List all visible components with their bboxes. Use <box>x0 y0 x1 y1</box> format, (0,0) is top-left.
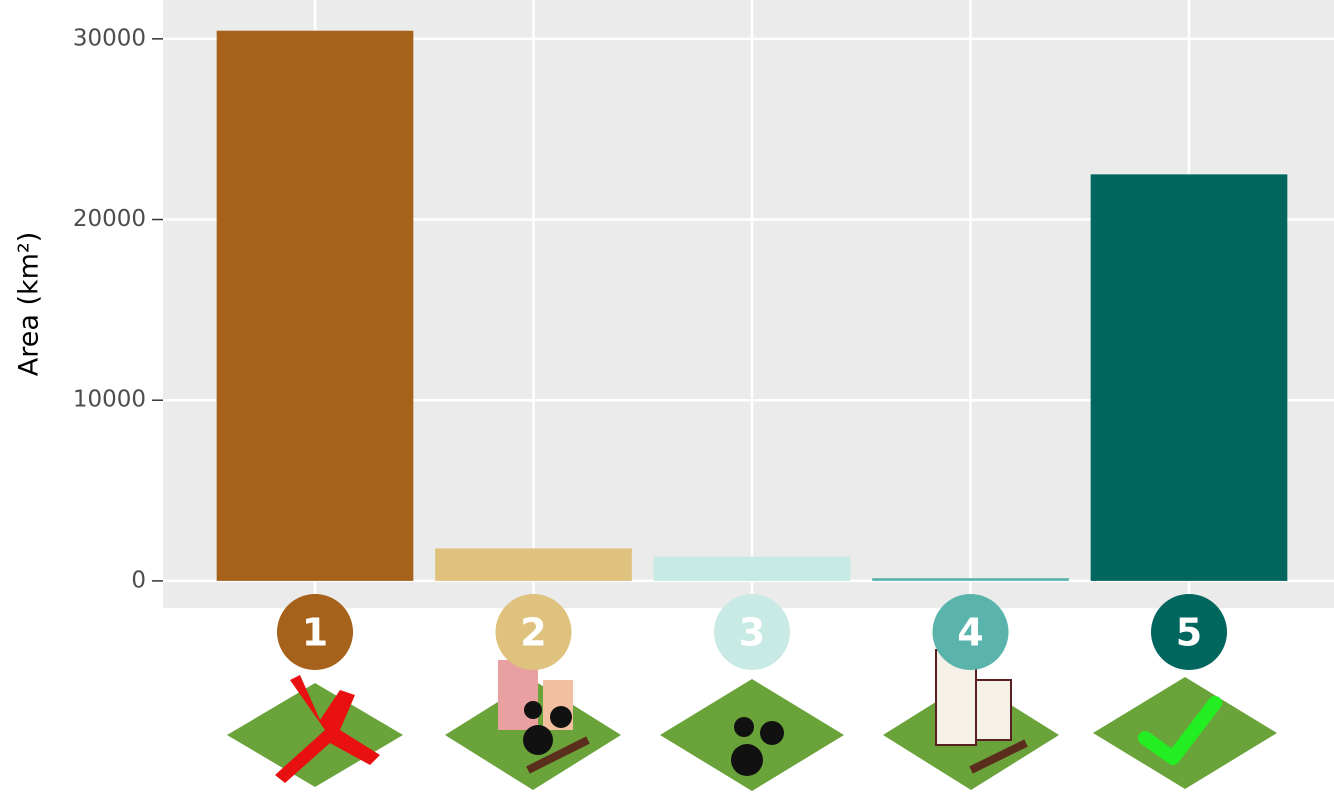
x-tick-label: 4 <box>957 611 983 655</box>
icon-industry <box>660 679 844 791</box>
bar <box>872 578 1069 581</box>
x-tick-label: 5 <box>1176 611 1202 655</box>
icons <box>227 650 1277 791</box>
y-tick-label: 0 <box>131 567 146 593</box>
y-axis-title: Area (km²) <box>14 232 45 377</box>
page: Area (km²) 1 2 3 4 5 0 10000 20000 30000 <box>0 0 1334 796</box>
x-tick-label: 1 <box>302 611 328 655</box>
bar <box>217 31 414 581</box>
y-tick-label: 20000 <box>73 206 146 232</box>
x-tick-label: 3 <box>739 611 765 655</box>
icon-urban <box>883 650 1059 790</box>
icon-urban-industry <box>445 660 621 790</box>
icon-intact <box>1093 677 1277 789</box>
x-tick-label: 2 <box>520 611 546 655</box>
icon-cleared <box>227 675 403 787</box>
bar <box>435 548 632 581</box>
y-tick-label: 10000 <box>73 387 146 413</box>
bar <box>1091 174 1288 581</box>
bar <box>654 557 851 581</box>
y-tick-label: 30000 <box>73 25 146 51</box>
chart: Area (km²) 1 2 3 4 5 0 10000 20000 30000 <box>0 0 1334 796</box>
